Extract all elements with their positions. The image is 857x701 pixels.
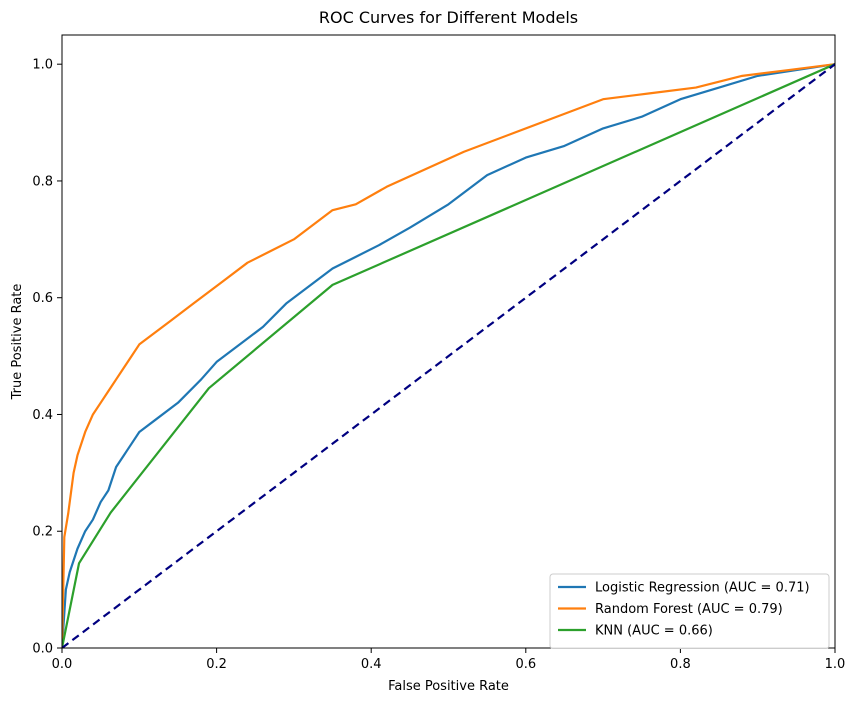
y-axis: 0.0 0.2 0.4 0.6 0.8 1.0 <box>32 58 62 657</box>
legend-box <box>549 573 830 649</box>
series-line-knn <box>62 63 835 648</box>
series-line-logistic-regression <box>62 63 835 648</box>
x-tick-label: 0.2 <box>206 657 227 672</box>
y-tick-label: 0.4 <box>32 408 53 423</box>
reference-diagonal-line <box>62 63 835 648</box>
legend: Logistic Regression (AUC = 0.71) Random F… <box>549 573 830 649</box>
plot-frame <box>61 34 836 649</box>
legend-label-random-forest: Random Forest (AUC = 0.79) <box>595 602 783 617</box>
plot-area <box>61 34 836 649</box>
x-axis: 0.0 0.2 0.4 0.6 0.8 1.0 <box>52 648 846 672</box>
y-tick-label: 1.0 <box>32 58 53 73</box>
y-tick-label: 0.6 <box>32 291 53 306</box>
y-tick-label: 0.2 <box>32 525 53 540</box>
x-tick-label: 1.0 <box>825 657 846 672</box>
x-tick-label: 0.6 <box>515 657 536 672</box>
legend-label-knn: KNN (AUC = 0.66) <box>595 624 713 639</box>
x-axis-label: False Positive Rate <box>388 679 509 694</box>
legend-label-logistic-regression: Logistic Regression (AUC = 0.71) <box>595 581 810 596</box>
y-axis-label: True Positive Rate <box>10 284 25 401</box>
x-tick-label: 0.4 <box>361 657 382 672</box>
chart-title: ROC Curves for Different Models <box>319 8 578 27</box>
x-tick-label: 0.8 <box>670 657 691 672</box>
y-tick-label: 0.8 <box>32 174 53 189</box>
x-tick-label: 0.0 <box>52 657 73 672</box>
y-tick-label: 0.0 <box>32 642 53 657</box>
series-line-random-forest <box>62 63 835 648</box>
series-lines <box>62 63 835 648</box>
